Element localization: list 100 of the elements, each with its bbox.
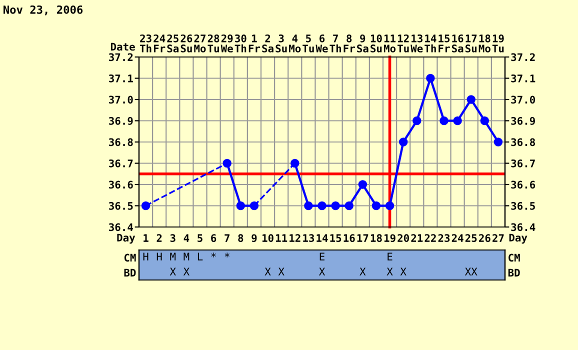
text: 4 Mo (289, 34, 301, 52)
text: XX (464, 268, 478, 276)
point (494, 138, 503, 146)
text: * (224, 252, 230, 258)
y2-tick-label: 36.9 (511, 116, 535, 125)
text: 1 Fr (248, 34, 260, 52)
x-tick-label: 12 (290, 234, 300, 242)
text: 12 Tu (398, 34, 409, 52)
point (318, 201, 326, 210)
text: 14 Th (424, 34, 436, 52)
x-tick-label: 16 (344, 234, 355, 242)
text: 8 Fr (344, 34, 355, 52)
point (141, 201, 150, 210)
x-tick-label: 17 (357, 234, 368, 242)
point (250, 201, 259, 210)
point (222, 158, 232, 168)
text: 5 Tu (302, 34, 314, 52)
point (466, 95, 476, 104)
point (453, 116, 462, 126)
x-tick-label: 6 (211, 234, 216, 242)
x-tick-label: 8 (238, 234, 244, 242)
text: 25 Sa (167, 34, 179, 52)
point (440, 116, 448, 126)
text: 30 Th (234, 34, 246, 52)
text: H (143, 252, 148, 260)
x-tick-label: 13 (303, 234, 314, 242)
text: 19 Tu (492, 34, 504, 52)
point (385, 201, 394, 210)
text: 18 Mo (478, 34, 490, 52)
text: L (198, 252, 203, 260)
x2-axis-title: Date (110, 42, 135, 51)
text: 15 Fr (438, 34, 450, 52)
text: X (264, 268, 271, 276)
text: Nov 23, 2006 (4, 5, 83, 16)
y-tick-label: 36.9 (108, 116, 133, 125)
text: X (183, 268, 190, 276)
y-tick-label: 36.6 (108, 180, 133, 189)
x-tick-label: 5 (198, 234, 202, 242)
point (398, 138, 408, 146)
point (412, 116, 422, 126)
y2-tick-label: 37.0 (511, 96, 536, 104)
text: 7 Th (330, 34, 342, 52)
y2-tick-label: 36.4 (511, 223, 536, 232)
text: 11 Mo (384, 34, 396, 52)
text: X (318, 268, 326, 276)
x-tick-label: 23 (438, 234, 450, 242)
point (358, 180, 368, 189)
y-tick-label: 37.0 (108, 96, 133, 104)
point (344, 201, 354, 210)
y-tick-label: 37.1 (108, 74, 133, 82)
text: Day (509, 234, 528, 244)
x-tick-label: 7 (224, 234, 230, 242)
x-tick-label: 1 (144, 234, 148, 242)
x-tick-label: 9 (252, 234, 257, 242)
x-axis-title: Day (117, 234, 136, 244)
y-tick-label: CM (124, 254, 136, 262)
text: X (400, 268, 406, 276)
x-tick-label: 18 (370, 234, 382, 242)
y-tick-label: BD (124, 268, 136, 276)
point (236, 201, 246, 210)
text: 28 Tu (208, 34, 220, 52)
text: 24 Fr (154, 34, 166, 52)
y2-tick-label: 37.2 (511, 53, 535, 62)
y-tick-label: 36.8 (108, 138, 133, 146)
y2-tick-label: 36.6 (511, 180, 536, 189)
x-tick-label: 14 (316, 234, 328, 242)
text: 23 Th (140, 34, 152, 52)
x-tick-label: 27 (492, 234, 504, 242)
point (426, 74, 435, 83)
text: X (386, 268, 393, 276)
x-tick-label: 3 (170, 234, 176, 242)
x-tick-label: 22 (424, 234, 436, 242)
y-tick-label: 36.5 (108, 202, 133, 210)
x-tick-label: 10 (262, 234, 274, 242)
x-tick-label: 2 (156, 234, 162, 242)
x-tick-label: 4 (184, 234, 190, 242)
x-tick-label: 11 (276, 234, 288, 242)
y2-tick-label: 36.5 (511, 202, 535, 210)
text: X (170, 268, 176, 276)
text: 2 Sa (262, 34, 274, 52)
text: E (320, 252, 324, 260)
point (290, 158, 300, 168)
text: 3 Su (276, 34, 287, 52)
x-tick-label: 25 (465, 234, 477, 242)
y-tick-label: 36.7 (108, 159, 133, 168)
y2-tick-label: 37.1 (511, 74, 536, 82)
text: E (388, 252, 392, 260)
x-tick-label: 15 (330, 234, 342, 242)
text: X (360, 268, 366, 276)
text: * (211, 252, 216, 258)
text: 13 We (410, 34, 423, 52)
text: 9 Sa (357, 34, 368, 52)
x-tick-label: 19 (384, 234, 396, 242)
text: 10 Su (370, 34, 382, 52)
text: M (170, 252, 176, 260)
x-tick-label: 20 (398, 234, 409, 242)
y2-tick-label: CM (508, 254, 520, 262)
y2-tick-label: 36.7 (511, 159, 535, 168)
text: X (278, 268, 284, 276)
text: M (184, 252, 190, 260)
